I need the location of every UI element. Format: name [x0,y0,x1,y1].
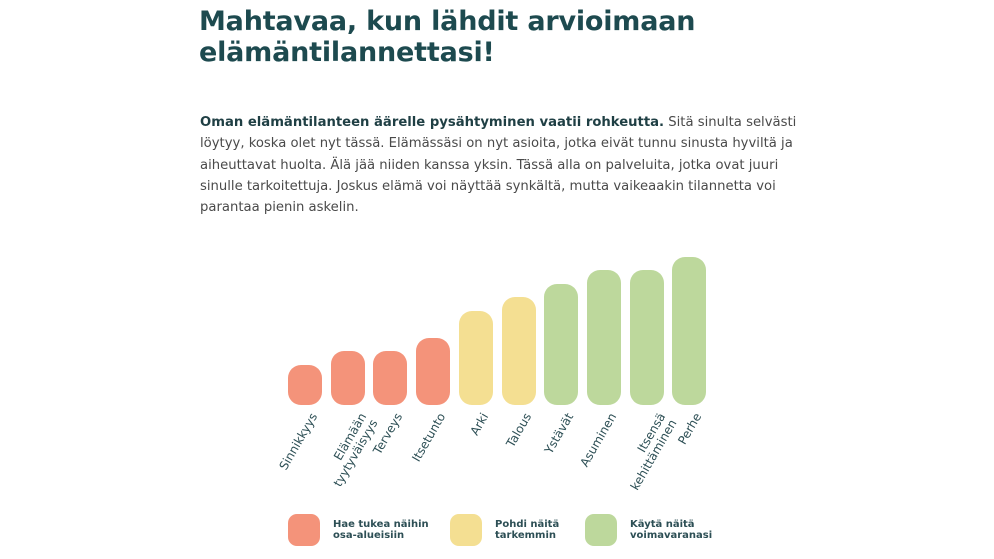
legend-swatch [585,514,617,546]
bar-terveys [373,351,408,405]
x-tick-label: Terveys [370,410,406,457]
x-tick-label: Talous [503,410,534,450]
legend-swatch [288,514,320,546]
intro-bold: Oman elämäntilanteen äärelle pysähtymine… [200,115,665,130]
legend-label: Käytä näitä voimavaranasi [630,519,713,541]
intro-paragraph: Oman elämäntilanteen äärelle pysähtymine… [200,112,810,218]
x-tick-label: Ystävät [541,410,577,457]
legend-label: Hae tukea näihin osa-alueisiin [333,519,429,541]
bar-talous [501,297,536,405]
bar-arki [458,310,493,405]
legend-item: Pohdi näitä tarkemmin [450,514,559,546]
legend-label: Pohdi näitä tarkemmin [495,519,560,541]
x-tick-label: Itsensä kehittäminen [627,410,680,493]
x-tick-label: Itsetunto [409,410,449,465]
x-tick-label: Sinnikkyys [276,410,321,473]
bar-sinnikkyys [288,364,322,405]
x-tick-label: Perhe [675,410,705,447]
intro-text: Sitä sinulta selvästi löytyy, koska olet… [200,115,797,216]
legend-item: Hae tukea näihin osa-alueisiin [288,514,429,546]
x-tick-label: Asuminen [577,410,620,470]
page-title: Mahtavaa, kun lähdit arvioimaan elämänti… [199,6,696,68]
legend-swatch [450,514,482,546]
bar-asuminen [586,270,621,405]
bar-ystävät [544,283,579,405]
bar-itsensä [629,270,664,405]
x-tick-label: Arki [467,410,492,438]
bar-perhe [672,256,707,405]
legend-item: Käytä näitä voimavaranasi [585,514,712,546]
bar-elämään [330,351,365,405]
bar-itsetunto [416,337,451,405]
